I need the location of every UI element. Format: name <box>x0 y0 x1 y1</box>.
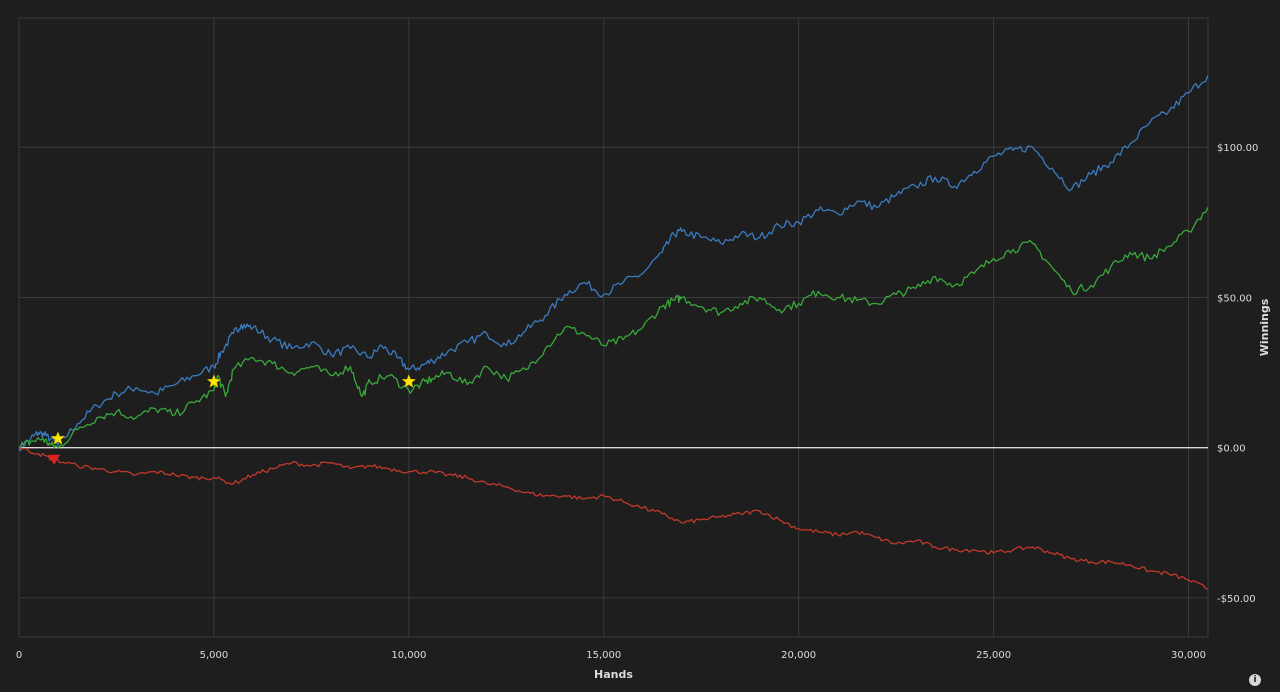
series-line-1 <box>18 74 1209 452</box>
star-marker <box>401 373 417 388</box>
y-tick-label: $100.00 <box>1217 143 1258 154</box>
series-line-2 <box>18 207 1209 449</box>
x-axis-label: Hands <box>594 668 633 681</box>
x-tick-label: 10,000 <box>391 650 426 661</box>
info-icon[interactable]: i <box>1249 674 1261 686</box>
plot-frame <box>18 17 1209 638</box>
x-tick-label: 5,000 <box>200 650 229 661</box>
x-tick-label: 25,000 <box>976 650 1011 661</box>
star-marker <box>50 430 66 445</box>
x-tick-label: 0 <box>16 650 22 661</box>
star-marker <box>206 373 222 388</box>
x-tick-label: 15,000 <box>586 650 621 661</box>
x-tick-label: 20,000 <box>781 650 816 661</box>
x-tick-label: 30,000 <box>1171 650 1206 661</box>
series-line-3 <box>18 447 1209 590</box>
y-tick-label: -$50.00 <box>1217 594 1256 605</box>
y-tick-label: $50.00 <box>1217 293 1252 304</box>
y-tick-label: $0.00 <box>1217 444 1246 455</box>
triangle-marker <box>48 454 61 465</box>
y-axis-label: Winnings <box>1258 298 1271 356</box>
